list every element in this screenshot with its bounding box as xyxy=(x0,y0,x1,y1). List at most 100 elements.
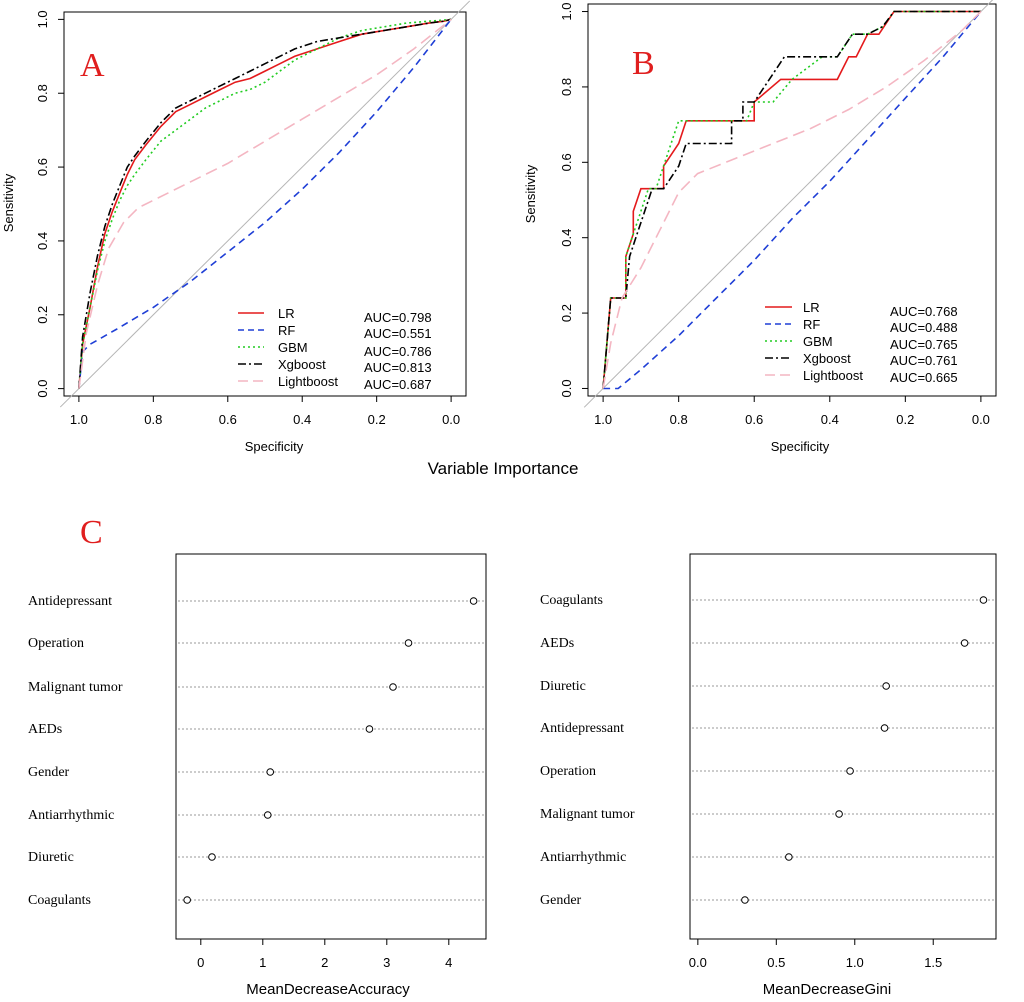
panel-b-ytick-label: 1.0 xyxy=(559,2,574,20)
dotchart-accuracy-xtick-label: 1 xyxy=(259,955,266,970)
dotchart-gini-point-antidepressant xyxy=(880,724,889,732)
panel-b-frame xyxy=(587,3,997,397)
legend-a-lr-auc: AUC=0.798 xyxy=(364,310,432,325)
dotchart-accuracy-point-gender xyxy=(266,768,275,776)
dotchart-gini-label-diuretic: Diuretic xyxy=(540,679,586,694)
panel-a-xlabel: Specificity xyxy=(245,439,304,454)
panel-b-diagonal-line xyxy=(583,0,994,408)
dotchart-gini-point-gender xyxy=(741,896,749,904)
legend-b-lightboost-auc: AUC=0.665 xyxy=(890,370,958,385)
dotchart-gini-point-malignant-tumor xyxy=(835,810,843,818)
panel-a-ytick-label: 0.8 xyxy=(35,84,50,102)
legend-a-lightboost-auc: AUC=0.687 xyxy=(364,377,432,392)
dotchart-accuracy-point-aeds xyxy=(365,725,374,733)
dotchart-gini: Coagulants AEDs Diuretic Antidepressant Oper… xyxy=(540,553,997,998)
legend-a-lr-label: LR xyxy=(278,306,295,321)
panel-a-diagonal-line xyxy=(59,0,471,408)
panel-b-x-axis: 1.0 0.8 0.6 0.4 0.2 0.0 xyxy=(594,396,990,427)
dotchart-accuracy-label-operation: Operation xyxy=(28,636,84,651)
dotchart-gini-xtick-label: 1.0 xyxy=(846,955,864,970)
dotchart-gini-label-malignant-tumor: Malignant tumor xyxy=(540,807,635,822)
panel-b-ytick-label: 0.2 xyxy=(559,304,574,322)
panel-b-xtick-label: 0.2 xyxy=(896,412,914,427)
panel-b-xtick-label: 0.0 xyxy=(972,412,990,427)
roc-panel-a: 1.0 0.8 0.6 0.4 0.2 0.0 0.00.20.40.60.81.0 A … xyxy=(1,0,471,454)
panel-a-ytick-label: 0.0 xyxy=(35,380,50,398)
legend-b-rf-label: RF xyxy=(803,317,820,332)
dotchart-accuracy-xtick-label: 4 xyxy=(445,955,452,970)
panel-a-xtick-label: 1.0 xyxy=(70,412,88,427)
dotchart-gini-xtick-label: 0.0 xyxy=(689,955,707,970)
panel-b-ylabel: Sensitivity xyxy=(523,164,538,223)
panel-b-xlabel: Specificity xyxy=(771,439,830,454)
roc-panel-b: 1.0 0.8 0.6 0.4 0.2 0.0 0.00.20.40.60.81.0 B … xyxy=(523,0,997,454)
panel-a-frame xyxy=(63,11,467,397)
dotchart-accuracy-point-antiarrhythmic xyxy=(263,811,272,819)
panel-a-ylabel: Sensitivity xyxy=(1,173,16,232)
dotchart-accuracy-xlabel: MeanDecreaseAccuracy xyxy=(246,981,410,998)
panel-a-curve-lightboost xyxy=(78,18,452,389)
panel-a-legend: LR RF GBM Xgboost Lightboost AUC=0.798 A… xyxy=(238,306,432,392)
legend-b-gbm-auc: AUC=0.765 xyxy=(890,337,958,352)
legend-b-xgboost-label: Xgboost xyxy=(803,351,851,366)
panel-b-xtick-label: 1.0 xyxy=(594,412,612,427)
panel-b-xtick-label: 0.4 xyxy=(821,412,839,427)
legend-b-lr-label: LR xyxy=(803,300,820,315)
panel-a-ytick-label: 0.4 xyxy=(35,232,50,250)
panel-b-curve-xgboost xyxy=(602,10,981,389)
dotchart-accuracy-labels: Antidepressant Operation Malignant tumor AE… xyxy=(28,594,123,908)
panel-b-xtick-label: 0.8 xyxy=(670,412,688,427)
panel-a-letter: A xyxy=(80,47,105,84)
dotchart-accuracy-frame xyxy=(175,553,487,940)
dotchart-accuracy-xtick-label: 0 xyxy=(197,955,204,970)
dotchart-accuracy-point-malignant-tumor xyxy=(389,683,397,691)
panel-a-y-axis: 0.0 0.2 0.4 0.6 0.8 1.0 xyxy=(35,10,64,398)
panel-a-xtick-label: 0.4 xyxy=(293,412,311,427)
dotchart-gini-label-operation: Operation xyxy=(540,764,596,779)
dotchart-gini-label-antiarrhythmic: Antiarrhythmic xyxy=(540,850,626,865)
legend-a-rf-auc: AUC=0.551 xyxy=(364,326,432,341)
dotchart-accuracy-label-diuretic: Diuretic xyxy=(28,850,74,865)
dotchart-accuracy-xtick-label: 3 xyxy=(383,955,390,970)
legend-b-xgboost-auc: AUC=0.761 xyxy=(890,353,958,368)
dotchart-gini-label-aeds: AEDs xyxy=(540,636,574,651)
panel-b-curve-lightboost xyxy=(602,10,982,389)
panel-a-xtick-label: 0.0 xyxy=(442,412,460,427)
dotchart-gini-label-coagulants: Coagulants xyxy=(540,593,603,608)
dotchart-gini-point-operation xyxy=(846,767,854,775)
panel-a-ytick-label: 1.0 xyxy=(35,10,50,28)
dotchart-accuracy-point-coagulants xyxy=(183,896,191,904)
dotchart-accuracy-point-operation xyxy=(404,639,413,647)
panel-b-letter: B xyxy=(632,45,655,82)
legend-b-rf-auc: AUC=0.488 xyxy=(890,320,958,335)
dotchart-accuracy-label-antidepressant: Antidepressant xyxy=(28,594,112,609)
legend-a-gbm-label: GBM xyxy=(278,340,308,355)
panel-a-xtick-label: 0.8 xyxy=(144,412,162,427)
dotchart-gini-point-aeds xyxy=(960,639,969,647)
dotchart-gini-x-axis: 0.0 0.5 1.0 1.5 xyxy=(689,939,942,970)
panel-b-curves xyxy=(602,10,982,390)
legend-b-lightboost-label: Lightboost xyxy=(803,368,863,383)
dotchart-accuracy-label-coagulants: Coagulants xyxy=(28,893,91,908)
panel-a-x-axis: 1.0 0.8 0.6 0.4 0.2 0.0 xyxy=(70,396,460,427)
legend-a-gbm-auc: AUC=0.786 xyxy=(364,344,432,359)
panel-a-xtick-label: 0.6 xyxy=(219,412,237,427)
legend-a-rf-label: RF xyxy=(278,323,295,338)
dotchart-accuracy-label-gender: Gender xyxy=(28,765,70,780)
panel-b-xtick-label: 0.6 xyxy=(745,412,763,427)
dotchart-gini-xtick-label: 1.5 xyxy=(924,955,942,970)
dotchart-accuracy-label-antiarrhythmic: Antiarrhythmic xyxy=(28,808,114,823)
legend-b-gbm-label: GBM xyxy=(803,334,833,349)
panel-b-ytick-label: 0.6 xyxy=(559,153,574,171)
panel-b-y-axis: 0.0 0.2 0.4 0.6 0.8 1.0 xyxy=(559,2,588,398)
dotchart-accuracy-rows xyxy=(178,597,484,904)
panel-b-legend: LR RF GBM Xgboost Lightboost AUC=0.768 A… xyxy=(765,300,958,385)
panel-b-ytick-label: 0.0 xyxy=(559,379,574,397)
dotchart-gini-rows xyxy=(692,596,994,904)
dotchart-gini-xtick-label: 0.5 xyxy=(767,955,785,970)
panel-a-curve-gbm xyxy=(78,18,452,389)
dotchart-accuracy-point-antidepressant xyxy=(469,597,478,605)
legend-a-lightboost-label: Lightboost xyxy=(278,374,338,389)
dotchart-gini-labels: Coagulants AEDs Diuretic Antidepressant Oper… xyxy=(540,593,635,908)
